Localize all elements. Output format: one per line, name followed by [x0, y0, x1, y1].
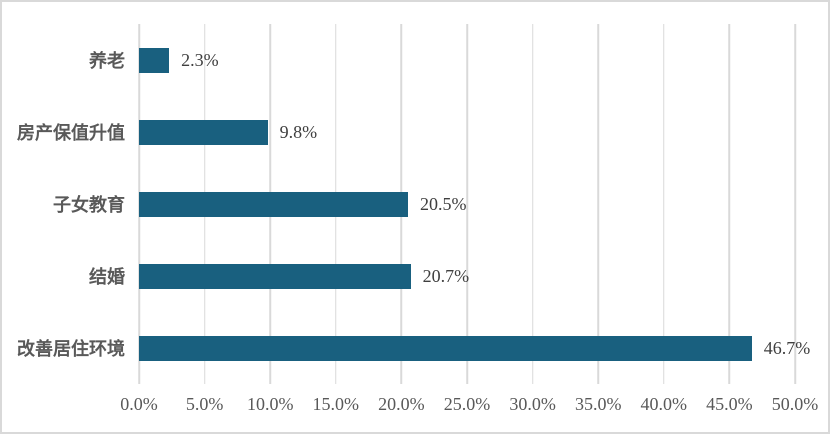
- x-tick-label: 30.0%: [509, 394, 556, 414]
- bar: [139, 191, 408, 217]
- gridline: [531, 24, 534, 384]
- gridline: [597, 24, 599, 384]
- value-label: 9.8%: [279, 121, 318, 142]
- x-tick-label: 20.0%: [378, 394, 425, 414]
- gridline: [466, 24, 468, 384]
- category-label: 结婚: [89, 267, 125, 287]
- value-label: 46.7%: [763, 337, 811, 358]
- x-tick-label: 10.0%: [246, 394, 294, 414]
- category-label: 养老: [89, 51, 125, 71]
- gridline: [794, 24, 796, 384]
- x-tick-label: 35.0%: [574, 394, 622, 414]
- x-tick-label: 15.0%: [312, 394, 360, 414]
- bar: [139, 47, 170, 73]
- x-tick-label: 5.0%: [185, 394, 224, 414]
- x-axis: 0.0% 5.0% 10.0% 15.0% 20.0% 25.0% 30.0% …: [120, 394, 818, 418]
- x-tick-label: 0.0%: [120, 394, 158, 414]
- category-label: 子女教育: [53, 195, 125, 215]
- value-label: 20.5%: [419, 193, 467, 214]
- category-label: 房产保值升值: [17, 123, 125, 143]
- x-tick-label: 45.0%: [706, 394, 753, 414]
- y-axis-labels: 养老 房产保值升值 子女教育 结婚 改善居住环境: [2, 24, 125, 384]
- gridline: [663, 24, 665, 384]
- bar-row: 46.7%: [139, 335, 810, 361]
- bar: [139, 335, 752, 361]
- bar-row: 20.7%: [139, 263, 795, 289]
- x-tick-label: 50.0%: [771, 394, 819, 414]
- bar-row: 20.5%: [139, 191, 795, 217]
- value-label: 2.3%: [181, 49, 219, 70]
- x-tick-label: 40.0%: [640, 394, 688, 414]
- x-tick-label: 25.0%: [443, 394, 491, 414]
- bar-row: 2.3%: [139, 47, 795, 73]
- bar-row: 9.8%: [139, 119, 795, 145]
- category-label: 改善居住环境: [17, 339, 125, 359]
- bar: [139, 263, 411, 289]
- value-label: 20.7%: [422, 265, 470, 286]
- plot-area: 2.3% 9.8% 20.5% 20.7% 46.7%: [138, 24, 810, 384]
- bar: [139, 119, 268, 145]
- gridline: [728, 24, 731, 384]
